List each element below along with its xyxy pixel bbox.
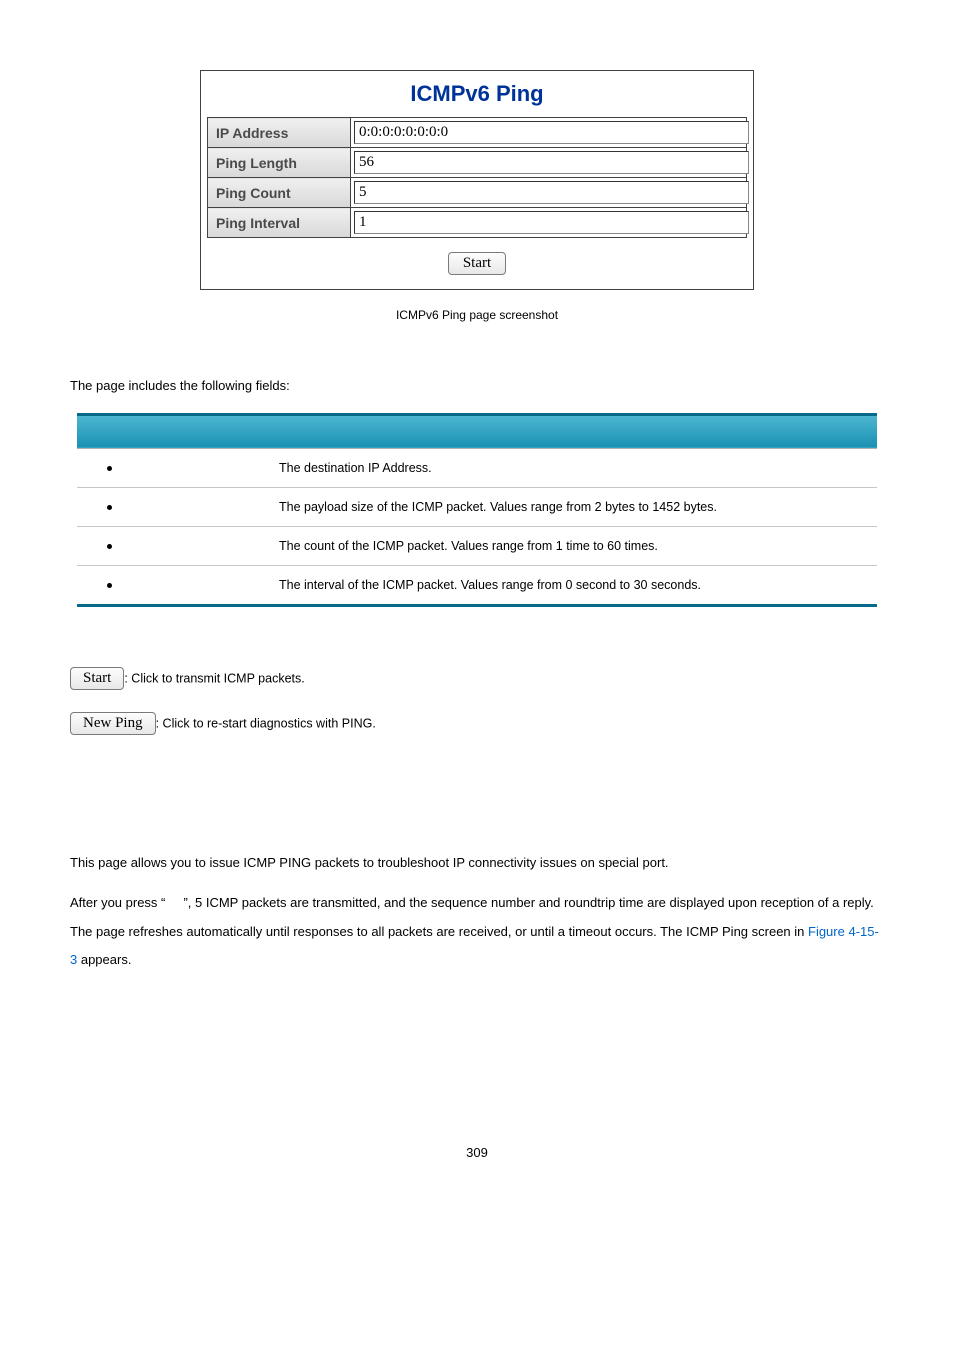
field-bullet <box>77 448 269 487</box>
header-description <box>269 414 877 448</box>
field-row: The payload size of the ICMP packet. Val… <box>77 487 877 526</box>
fields-intro: The page includes the following fields: <box>70 372 884 401</box>
start-button-inline[interactable]: Start <box>70 667 124 690</box>
label-ip-address: IP Address <box>208 118 351 148</box>
field-desc: The interval of the ICMP packet. Values … <box>269 565 877 605</box>
label-ping-count: Ping Count <box>208 178 351 208</box>
start-row: Start <box>207 238 747 275</box>
field-row: The count of the ICMP packet. Values ran… <box>77 526 877 565</box>
para2-b: ”, 5 ICMP packets are transmitted, and t… <box>70 895 874 939</box>
field-bullet <box>77 565 269 605</box>
input-ip-address[interactable] <box>354 121 749 144</box>
para2-c: appears. <box>77 952 131 967</box>
new-ping-button-inline[interactable]: New Ping <box>70 712 156 735</box>
field-bullet <box>77 487 269 526</box>
fields-header-row <box>77 414 877 448</box>
page-number: 309 <box>70 1145 884 1160</box>
figure-caption: ICMPv6 Ping page screenshot <box>70 308 884 322</box>
input-ping-length[interactable] <box>354 151 749 174</box>
start-button[interactable]: Start <box>448 252 506 275</box>
start-btn-desc: : Click to transmit ICMP packets. <box>124 671 304 685</box>
newping-btn-row: New Ping: Click to re-start diagnostics … <box>70 712 884 735</box>
row-ping-count: Ping Count <box>208 178 747 208</box>
field-row: The destination IP Address. <box>77 448 877 487</box>
label-ping-length: Ping Length <box>208 148 351 178</box>
input-ping-count[interactable] <box>354 181 749 204</box>
newping-btn-desc: : Click to re-start diagnostics with PIN… <box>156 716 376 730</box>
buttons-section: Start: Click to transmit ICMP packets. N… <box>70 667 884 735</box>
panel-title: ICMPv6 Ping <box>207 77 747 117</box>
ping-form-table: IP Address Ping Length Ping Count Ping I… <box>207 117 747 238</box>
paragraph-2: After you press “ ”, 5 ICMP packets are … <box>70 889 884 975</box>
field-row: The interval of the ICMP packet. Values … <box>77 565 877 605</box>
para2-a: After you press “ <box>70 895 165 910</box>
row-ping-length: Ping Length <box>208 148 747 178</box>
icmpv6-ping-panel: ICMPv6 Ping IP Address Ping Length Ping … <box>200 70 754 290</box>
header-object <box>77 414 269 448</box>
fields-table: The destination IP Address. The payload … <box>77 413 877 607</box>
para2-gap <box>165 895 183 910</box>
start-btn-row: Start: Click to transmit ICMP packets. <box>70 667 884 690</box>
label-ping-interval: Ping Interval <box>208 208 351 238</box>
field-desc: The destination IP Address. <box>269 448 877 487</box>
row-ip-address: IP Address <box>208 118 747 148</box>
field-desc: The count of the ICMP packet. Values ran… <box>269 526 877 565</box>
input-ping-interval[interactable] <box>354 211 749 234</box>
field-bullet <box>77 526 269 565</box>
field-desc: The payload size of the ICMP packet. Val… <box>269 487 877 526</box>
paragraph-1: This page allows you to issue ICMP PING … <box>70 849 884 878</box>
row-ping-interval: Ping Interval <box>208 208 747 238</box>
